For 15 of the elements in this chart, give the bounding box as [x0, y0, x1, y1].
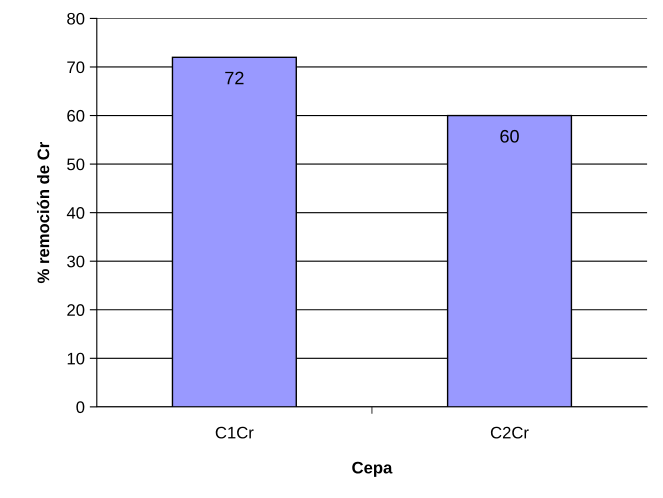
y-tick-label: 30 [67, 256, 84, 268]
data-label: 60 [500, 130, 519, 143]
y-tick-label: 0 [76, 401, 84, 414]
y-axis-title: % remoción de Cr [36, 142, 50, 284]
y-tick-label: 20 [67, 304, 84, 316]
x-axis-title: Cepa [352, 462, 392, 477]
y-tick-label: 10 [68, 352, 84, 365]
y-tick-label: 60 [67, 110, 84, 122]
x-tick-label: C2Cr [490, 426, 529, 439]
y-tick-label: 40 [66, 207, 84, 219]
x-tick-label: C1Cr [216, 426, 254, 439]
y-tick-label: 80 [67, 12, 84, 25]
y-tick-label: 70 [67, 61, 84, 74]
data-label: 72 [225, 72, 244, 84]
y-tick-label: 50 [67, 158, 84, 170]
